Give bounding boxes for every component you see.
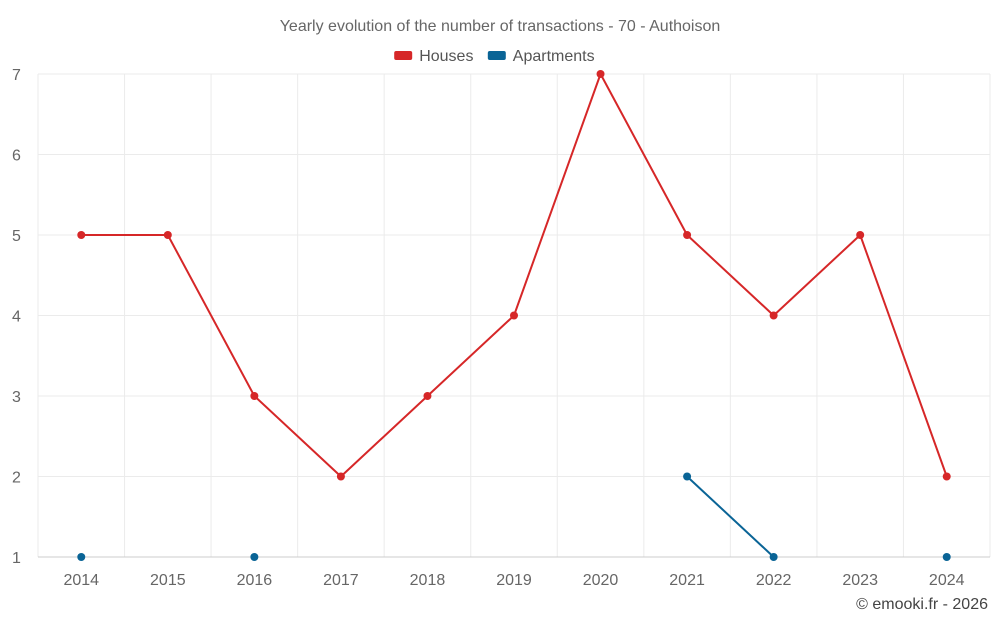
legend-label: Apartments <box>513 48 595 65</box>
y-tick-label: 7 <box>12 67 21 84</box>
y-tick-label: 5 <box>12 228 21 245</box>
data-point-houses[interactable] <box>163 231 172 239</box>
data-point-houses[interactable] <box>769 311 778 320</box>
y-tick-label: 1 <box>12 550 21 567</box>
x-tick-label: 2022 <box>756 572 792 589</box>
legend-label: Houses <box>419 48 473 65</box>
credit-text: © emooki.fr - 2026 <box>856 596 988 613</box>
x-tick-label: 2014 <box>63 572 99 589</box>
series-layer <box>77 70 951 561</box>
data-point-apartments[interactable] <box>769 553 778 561</box>
y-tick-label: 4 <box>12 309 21 326</box>
y-tick-label: 6 <box>12 148 21 165</box>
y-tick-label: 2 <box>12 470 21 487</box>
x-tick-label: 2020 <box>583 572 619 589</box>
axes: 1 2 3 4 5 6 7 2014 2015 2016 2017 2018 2019 2020 2021 2… <box>12 67 990 589</box>
legend-swatch <box>487 51 506 60</box>
x-tick-label: 2019 <box>496 572 532 589</box>
x-tick-label: 2017 <box>323 572 359 589</box>
x-tick-label: 2015 <box>150 572 186 589</box>
data-point-apartments[interactable] <box>250 553 259 561</box>
series-line-apartments <box>686 475 775 558</box>
x-tick-label: 2018 <box>410 572 446 589</box>
data-point-houses[interactable] <box>596 70 605 78</box>
x-tick-label: 2021 <box>669 572 705 589</box>
x-tick-label: 2016 <box>237 572 273 589</box>
data-point-houses[interactable] <box>856 231 865 239</box>
series-apartments <box>77 472 951 561</box>
data-point-houses[interactable] <box>683 231 692 239</box>
legend-swatch <box>394 51 413 60</box>
data-point-houses[interactable] <box>510 311 518 320</box>
data-point-houses[interactable] <box>250 392 259 400</box>
gridlines <box>37 73 991 558</box>
data-point-houses[interactable] <box>942 472 951 481</box>
legend: Houses Apartments <box>394 48 595 65</box>
x-tick-label: 2023 <box>842 572 878 589</box>
legend-item-houses[interactable]: Houses <box>394 48 473 65</box>
data-point-houses[interactable] <box>77 231 86 239</box>
series-houses <box>77 70 951 481</box>
legend-item-apartments[interactable]: Apartments <box>487 48 595 65</box>
x-tick-label: 2024 <box>929 572 965 589</box>
data-point-apartments[interactable] <box>942 553 951 561</box>
data-point-apartments[interactable] <box>683 472 692 481</box>
data-point-apartments[interactable] <box>77 553 86 561</box>
y-tick-label: 3 <box>12 389 21 406</box>
data-point-houses[interactable] <box>336 472 345 481</box>
chart-title: Yearly evolution of the number of transa… <box>280 18 721 35</box>
data-point-houses[interactable] <box>423 392 432 400</box>
